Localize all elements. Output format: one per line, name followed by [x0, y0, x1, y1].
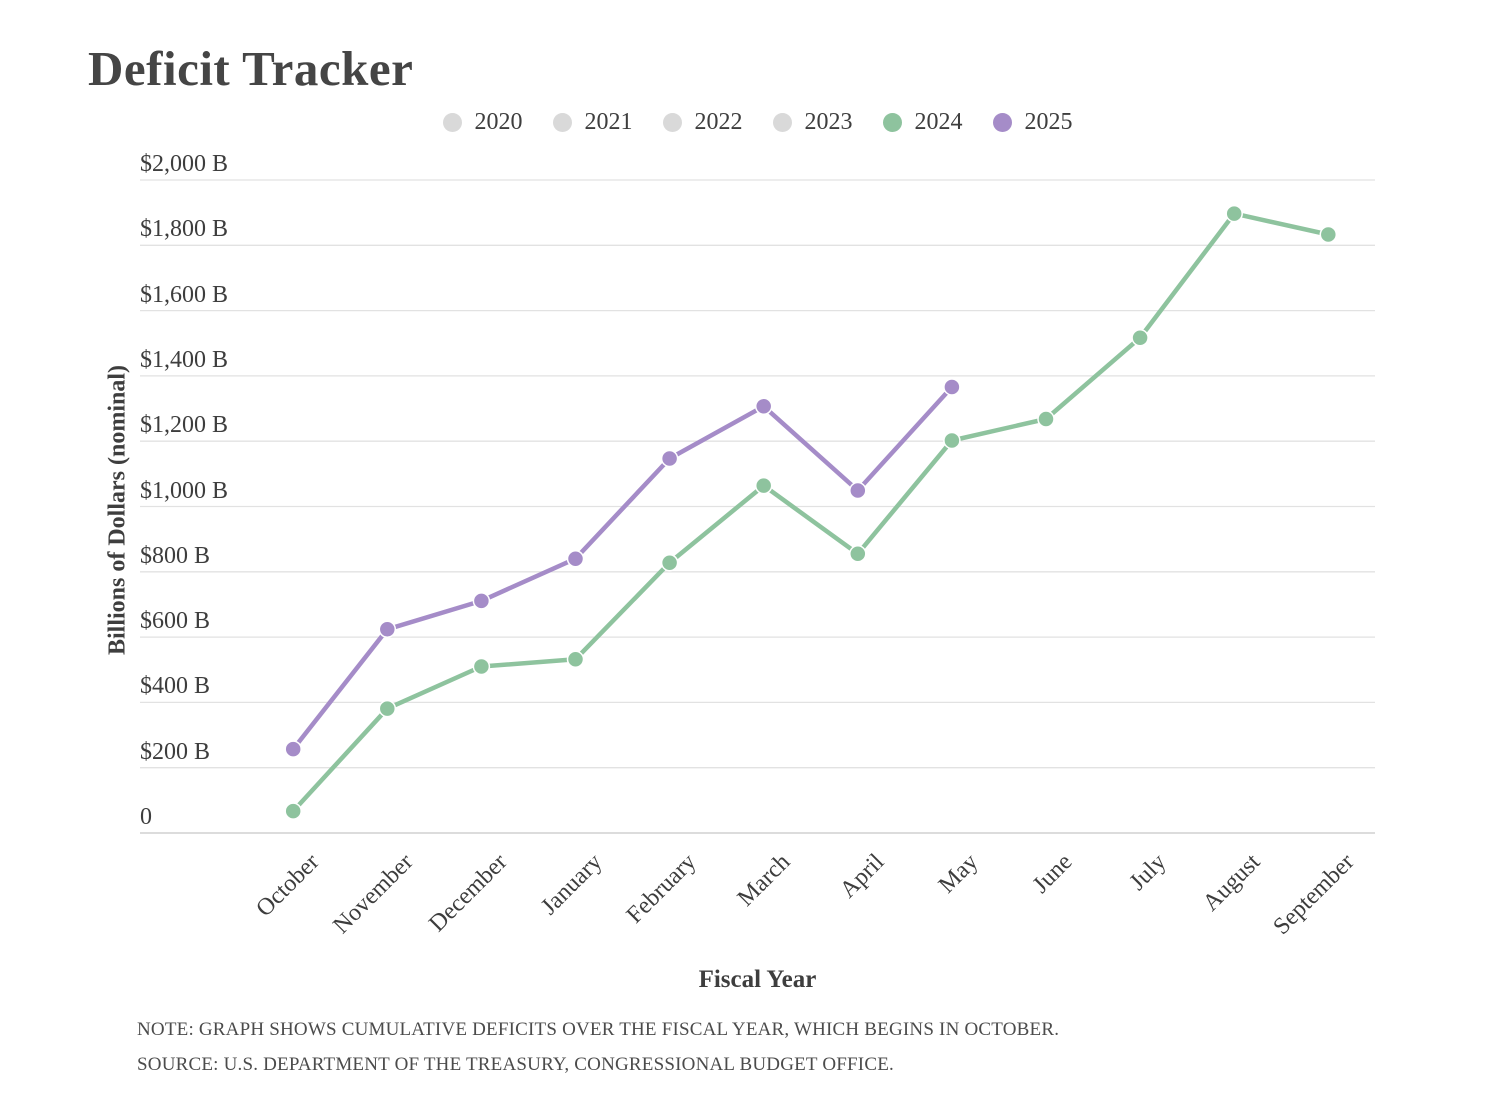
legend-item-2022[interactable]: 2022 — [662, 109, 743, 136]
y-tick-800: $800 B — [140, 542, 211, 569]
y-tick-1600: $1,600 B — [140, 281, 229, 308]
legend-item-2025[interactable]: 2025 — [992, 109, 1073, 136]
data-point-2024-december[interactable] — [472, 657, 491, 676]
legend-label: 2021 — [584, 109, 633, 135]
data-point-2024-august[interactable] — [1225, 204, 1243, 223]
data-point-2025-october[interactable] — [284, 740, 302, 758]
data-point-2025-april[interactable] — [849, 481, 867, 500]
data-point-2025-may[interactable] — [943, 378, 961, 396]
data-point-2024-november[interactable] — [378, 699, 397, 718]
y-tick-600: $600 B — [140, 608, 211, 635]
y-axis-title: Billions of Dollars (nominal) — [104, 364, 131, 656]
legend-label: 2020 — [474, 109, 523, 135]
data-point-2025-february[interactable] — [660, 449, 679, 468]
data-point-2024-october[interactable] — [284, 802, 302, 820]
legend-item-2021[interactable]: 2021 — [552, 109, 633, 136]
y-tick-1400: $1,400 B — [140, 346, 229, 373]
legend-label: 2025 — [1024, 109, 1073, 135]
data-point-2025-november[interactable] — [378, 620, 397, 639]
x-axis-title: Fiscal Year — [698, 966, 817, 993]
legend-item-2023[interactable]: 2023 — [772, 109, 853, 136]
legend-dot-2023 — [772, 113, 792, 132]
x-tick-october: October — [251, 849, 325, 923]
y-tick-400: $400 B — [140, 673, 211, 700]
page-title: Deficit Tracker — [88, 41, 414, 96]
y-tick-1200: $1,200 B — [140, 412, 229, 439]
legend-label: 2023 — [804, 109, 853, 135]
y-tick-200: $200 B — [140, 738, 211, 765]
x-tick-march: March — [732, 849, 796, 912]
legend-dot-2025 — [992, 113, 1012, 132]
x-tick-november: November — [328, 849, 419, 940]
source-text: SOURCE: U.S. DEPARTMENT OF THE TREASURY,… — [137, 1054, 894, 1075]
x-tick-september: September — [1268, 849, 1360, 940]
series-line-2025 — [290, 384, 955, 752]
series-line-2024 — [290, 211, 1331, 814]
legend-item-2024[interactable]: 2024 — [882, 109, 963, 136]
x-tick-august: August — [1198, 849, 1266, 917]
legend-dot-2024 — [882, 113, 902, 132]
legend: 2020 2021 2022 2023 2024 2025 — [140, 109, 1375, 136]
x-tick-february: February — [621, 849, 701, 929]
x-tick-june: June — [1027, 849, 1078, 899]
x-tick-may: May — [933, 849, 984, 899]
legend-dot-2022 — [662, 113, 682, 132]
data-point-2024-february[interactable] — [660, 553, 679, 572]
data-point-2024-september[interactable] — [1319, 225, 1338, 244]
data-point-2024-may[interactable] — [943, 431, 961, 450]
data-point-2024-june[interactable] — [1037, 410, 1055, 428]
legend-label: 2022 — [694, 109, 743, 135]
data-point-2024-january[interactable] — [566, 650, 585, 669]
legend-label: 2024 — [914, 109, 963, 135]
y-tick-0: 0 — [140, 804, 152, 830]
legend-item-2020[interactable]: 2020 — [442, 109, 523, 136]
data-point-2024-march[interactable] — [754, 476, 773, 495]
data-point-2025-december[interactable] — [472, 592, 491, 610]
data-point-2024-july[interactable] — [1131, 328, 1149, 347]
note-text: NOTE: GRAPH SHOWS CUMULATIVE DEFICITS OV… — [137, 1019, 1060, 1040]
x-tick-december: December — [424, 849, 513, 938]
legend-dot-2021 — [552, 113, 572, 132]
data-point-2025-march[interactable] — [754, 397, 773, 416]
data-point-2025-january[interactable] — [566, 549, 585, 568]
x-tick-january: January — [535, 849, 607, 921]
data-point-2024-april[interactable] — [849, 545, 867, 563]
y-tick-2000: $2,000 B — [140, 151, 229, 177]
plot-area — [140, 179, 1375, 834]
legend-dot-2020 — [442, 113, 462, 132]
y-tick-1000: $1,000 B — [140, 477, 229, 504]
y-tick-1800: $1,800 B — [140, 216, 229, 243]
x-tick-july: July — [1124, 849, 1172, 896]
x-tick-april: April — [834, 849, 890, 904]
